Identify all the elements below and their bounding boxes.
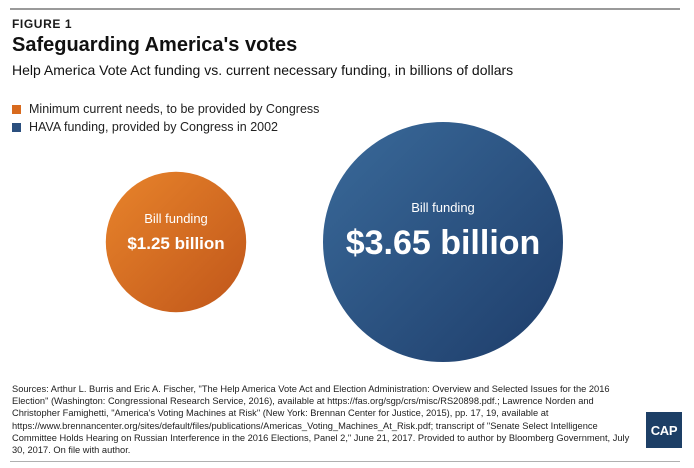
- bottom-rule: [10, 461, 680, 462]
- legend-label-current-needs: Minimum current needs, to be provided by…: [29, 102, 320, 116]
- chart-title: Safeguarding America's votes: [12, 34, 298, 56]
- bubble-hava-funding-label: Bill funding: [411, 200, 475, 215]
- legend-item-hava-funding: HAVA funding, provided by Congress in 20…: [12, 118, 319, 136]
- legend-label-hava-funding: HAVA funding, provided by Congress in 20…: [29, 120, 278, 134]
- cap-logo: CAP: [646, 412, 682, 448]
- bubble-current-needs-value: $1.25 billion: [127, 234, 224, 253]
- legend: Minimum current needs, to be provided by…: [12, 100, 319, 136]
- bubble-hava-funding-value: $3.65 billion: [346, 224, 541, 262]
- legend-swatch-blue: [12, 122, 21, 132]
- legend-swatch-orange: [12, 104, 21, 114]
- bubble-current-needs-label: Bill funding: [144, 211, 208, 226]
- sources-note: Sources: Arthur L. Burris and Eric A. Fi…: [12, 384, 630, 456]
- figure-label: FIGURE 1: [12, 17, 73, 31]
- bubble-hava-funding: [323, 122, 563, 362]
- top-rule: [10, 8, 680, 10]
- legend-item-current-needs: Minimum current needs, to be provided by…: [12, 100, 319, 118]
- bubble-current-needs: [105, 171, 247, 313]
- bubble-chart: Bill funding $1.25 billion Bill funding …: [105, 122, 563, 362]
- chart-subtitle: Help America Vote Act funding vs. curren…: [12, 62, 514, 78]
